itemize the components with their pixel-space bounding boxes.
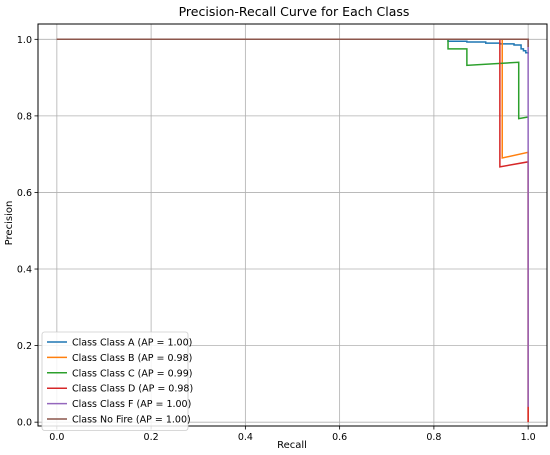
legend-entry: Class Class D (AP = 0.98) <box>72 384 193 395</box>
y-tick-label: 0.6 <box>17 188 32 199</box>
series-lines <box>56 38 529 423</box>
y-axis-label: Precision <box>4 201 15 246</box>
x-tick-label: 1.0 <box>521 432 536 443</box>
x-tick-label: 0.0 <box>49 432 64 443</box>
y-tick-label: 0.8 <box>17 111 32 122</box>
x-tick-label: 0.8 <box>426 432 441 443</box>
legend-entry: Class No Fire (AP = 1.00) <box>72 415 191 426</box>
legend: Class Class A (AP = 1.00) Class Class B (… <box>41 331 193 431</box>
series-line-5 <box>56 38 529 47</box>
y-tick-label: 0.4 <box>17 265 32 276</box>
legend-entry: Class Class A (AP = 1.00) <box>72 338 192 349</box>
legend-box <box>41 331 189 431</box>
legend-entry: Class Class C (AP = 0.99) <box>72 368 192 379</box>
chart-title: Precision-Recall Curve for Each Class <box>179 4 410 19</box>
plot-frame <box>37 23 548 427</box>
series-line-0 <box>56 38 529 54</box>
x-tick-label: 0.6 <box>332 432 347 443</box>
y-tick-label: 1.0 <box>17 35 32 46</box>
x-tick-label: 0.4 <box>238 432 253 443</box>
legend-entry: Class Class B (AP = 0.98) <box>72 353 192 364</box>
axis-ticks: 0.0 0.2 0.4 0.6 0.8 1.0 0.0 0.2 0.4 0.6 0.8 1.0 <box>17 35 536 443</box>
series-line-2 <box>56 38 529 120</box>
y-tick-label: 0.2 <box>17 341 32 352</box>
x-axis-label: Recall <box>277 440 307 451</box>
legend-entry: Class Class F (AP = 1.00) <box>72 399 191 410</box>
x-tick-label: 0.2 <box>144 432 159 443</box>
y-tick-label: 0.0 <box>17 418 32 429</box>
